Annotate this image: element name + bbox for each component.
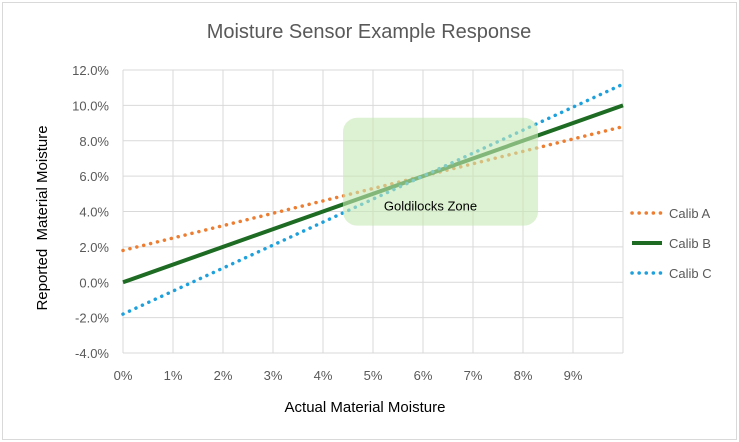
x-tick-label: 5% [364,368,383,383]
series-line-calib-a [121,124,625,253]
y-tick-label: 8.0% [79,134,109,149]
y-tick-label: 4.0% [79,205,109,220]
x-tick-label: 4% [314,368,333,383]
tick-labels: -4.0% -2.0% 0.0% 2.0% 4.0% 6.0% 8.0% 10.0% 12.0%… [72,63,583,383]
y-tick-label: 6.0% [79,169,109,184]
x-tick-label: 0% [114,368,133,383]
y-tick-label: -4.0% [75,346,109,361]
y-tick-label: 2.0% [79,240,109,255]
x-tick-label: 3% [264,368,283,383]
x-tick-label: 1% [164,368,183,383]
x-tick-label: 9% [564,368,583,383]
grid [122,69,624,354]
legend-label: Calib C [669,266,712,281]
x-tick-label: 7% [464,368,483,383]
legend: Calib A Calib B Calib C [630,206,712,281]
y-tick-label: 10.0% [72,98,109,113]
y-tick-label: 12.0% [72,63,109,78]
legend-label: Calib B [669,236,711,251]
x-tick-label: 6% [414,368,433,383]
y-axis-label: Reported Material Moisture [34,125,51,310]
goldilocks-zone-box [343,117,538,226]
x-axis-label: Actual Material Moisture [285,399,446,416]
goldilocks-zone-label: Goldilocks Zone [384,199,477,214]
x-tick-label: 8% [514,368,533,383]
x-tick-label: 2% [214,368,233,383]
y-tick-label: -2.0% [75,311,109,326]
chart-title: Moisture Sensor Example Response [207,21,532,43]
legend-label: Calib A [669,206,711,221]
y-tick-label: 0.0% [79,275,109,290]
